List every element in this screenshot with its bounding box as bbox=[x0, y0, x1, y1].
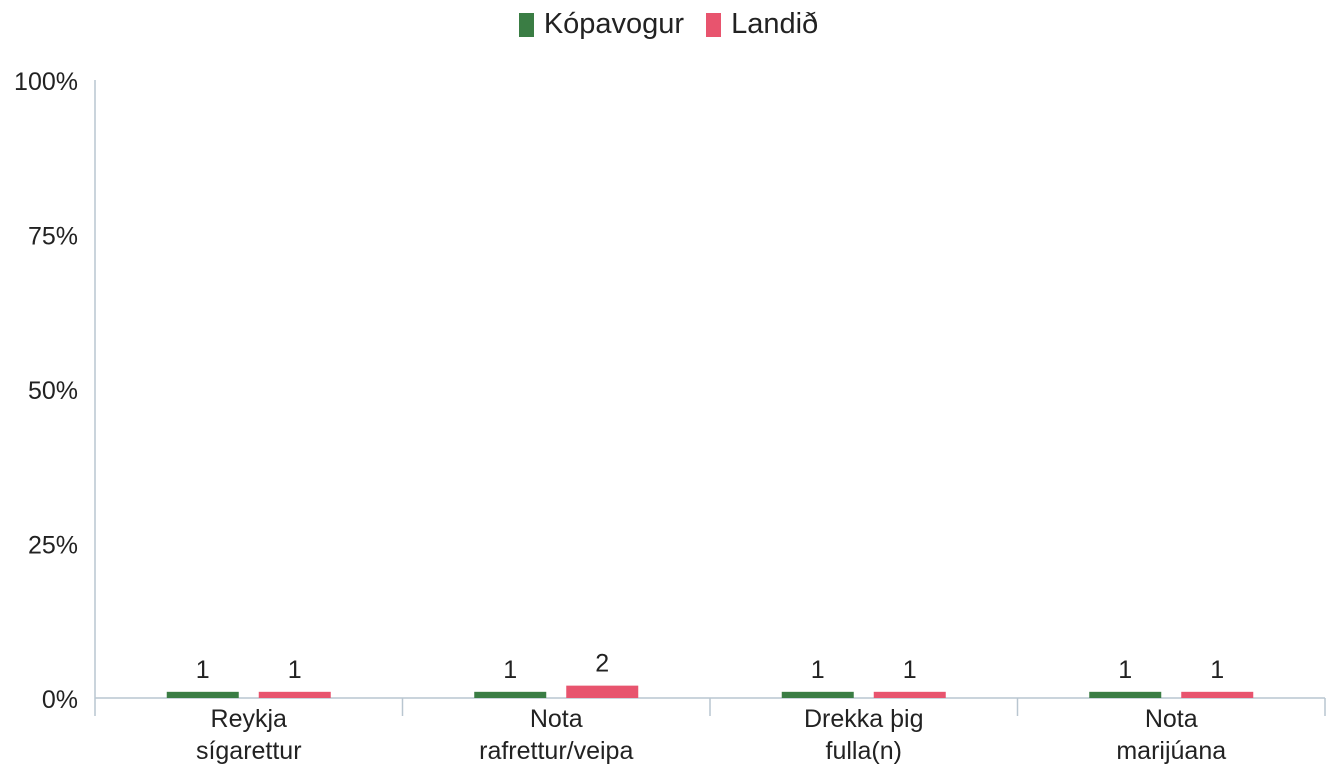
legend-label-landid: Landið bbox=[731, 8, 819, 40]
y-tick-label: 25% bbox=[28, 532, 78, 560]
x-tick-label: Nota bbox=[530, 705, 583, 733]
legend: Kópavogur Landið bbox=[0, 8, 1337, 41]
x-tick-label: Drekka þig bbox=[804, 705, 924, 733]
bar bbox=[474, 691, 547, 698]
bar bbox=[1181, 691, 1254, 698]
legend-item-landid: Landið bbox=[706, 8, 818, 41]
data-label: 1 bbox=[503, 656, 517, 684]
x-tick-label: rafrettur/veipa bbox=[479, 737, 633, 765]
legend-item-kopavogur: Kópavogur bbox=[518, 8, 685, 41]
axes: 0% 25% 50% 75% 100% Reykja sígarettur Nota rafre… bbox=[14, 68, 1326, 765]
x-tick-label: Reykja bbox=[211, 705, 288, 733]
legend-label-kopavogur: Kópavogur bbox=[543, 8, 685, 40]
legend-swatch-landid bbox=[706, 12, 722, 37]
legend-swatch-kopavogur bbox=[518, 12, 534, 37]
x-tick-label: Nota bbox=[1145, 705, 1198, 733]
data-labels: 1 1 1 2 1 1 1 1 bbox=[196, 650, 1224, 684]
data-label: 1 bbox=[196, 656, 210, 684]
y-tick-label: 75% bbox=[28, 223, 78, 251]
y-tick-label: 50% bbox=[28, 377, 78, 405]
y-tick-label: 100% bbox=[14, 68, 78, 96]
data-label: 1 bbox=[811, 656, 825, 684]
x-tick-label: marijúana bbox=[1116, 737, 1226, 765]
data-label: 1 bbox=[1118, 656, 1132, 684]
bar bbox=[258, 691, 331, 698]
bar bbox=[781, 691, 854, 698]
bars bbox=[166, 685, 1254, 698]
data-label: 1 bbox=[288, 656, 302, 684]
x-tick-label: fulla(n) bbox=[826, 737, 902, 765]
bar bbox=[1089, 691, 1162, 698]
data-label: 2 bbox=[595, 650, 609, 678]
bar bbox=[566, 685, 639, 698]
bar bbox=[166, 691, 239, 698]
x-tick-label: sígarettur bbox=[196, 737, 302, 765]
data-label: 1 bbox=[903, 656, 917, 684]
y-tick-label: 0% bbox=[42, 686, 78, 714]
bar bbox=[873, 691, 946, 698]
data-label: 1 bbox=[1210, 656, 1224, 684]
